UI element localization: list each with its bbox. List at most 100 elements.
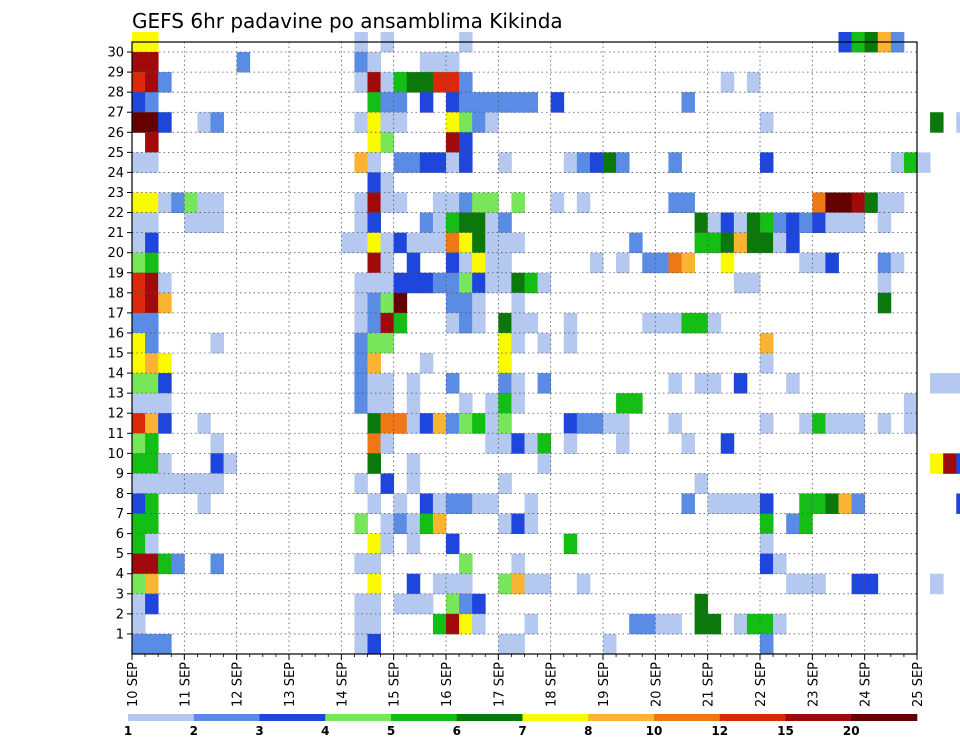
ensemble-cell — [524, 513, 538, 535]
ensemble-cell — [132, 112, 146, 133]
ensemble-cell — [851, 192, 866, 213]
ensemble-cell — [171, 553, 185, 575]
ensemble-cell — [903, 152, 918, 173]
ensemble-cell — [681, 92, 695, 113]
ensemble-cell — [616, 152, 630, 173]
ensemble-cell — [419, 212, 434, 234]
colorbar-label: 1 — [124, 724, 132, 738]
chart-title: GEFS 6hr padavine po ansamblima Kikinda — [132, 9, 563, 33]
ensemble-cell — [393, 593, 408, 615]
ensemble-cell — [132, 353, 146, 374]
ensemble-cell — [380, 373, 395, 394]
ensemble-cell — [655, 252, 669, 274]
ensemble-cell — [511, 232, 525, 254]
ensemble-cell — [681, 312, 695, 334]
ensemble-cell — [589, 252, 604, 274]
ensemble-cell — [158, 192, 172, 213]
ensemble-cell — [367, 52, 381, 73]
ensemble-cell — [485, 232, 499, 254]
ensemble-cell — [132, 393, 146, 414]
ensemble-cell — [145, 252, 159, 274]
ensemble-cell — [616, 393, 630, 414]
ensemble-cell — [838, 493, 852, 514]
ensemble-cell — [210, 473, 224, 494]
ensemble-cell — [145, 393, 159, 414]
ensemble-cell — [825, 212, 839, 234]
ensemble-cell — [838, 413, 852, 434]
ensemble-cell — [432, 272, 447, 294]
ensemble-cell — [459, 252, 473, 274]
y-tick-label: 17 — [107, 306, 124, 321]
x-tick-label: 21 SEP — [702, 662, 717, 707]
ensemble-cell — [746, 232, 761, 254]
ensemble-cell — [380, 232, 395, 254]
ensemble-cell — [158, 413, 172, 434]
ensemble-cell — [485, 252, 499, 274]
ensemble-cell — [393, 152, 408, 173]
ensemble-cell — [485, 413, 499, 434]
ensemble-cell — [341, 232, 355, 254]
ensemble-cell — [380, 172, 395, 193]
ensemble-cell — [393, 232, 408, 254]
ensemble-cell — [145, 533, 159, 555]
x-tick-label: 14 SEP — [335, 662, 350, 707]
ensemble-cell — [380, 312, 395, 334]
ensemble-cell — [655, 613, 669, 635]
ensemble-cell — [132, 92, 146, 113]
ensemble-cell — [838, 212, 852, 234]
ensemble-cell — [367, 573, 381, 595]
ensemble-cell — [576, 152, 591, 173]
ensemble-cell — [786, 232, 800, 254]
ensemble-cell — [367, 493, 381, 514]
ensemble-cell — [380, 72, 395, 93]
ensemble-cell — [132, 533, 146, 555]
ensemble-cell — [511, 553, 525, 575]
ensemble-cell — [733, 493, 748, 514]
colorbar-swatch — [259, 714, 326, 721]
ensemble-cell — [145, 152, 159, 173]
ensemble-cell — [158, 393, 172, 414]
ensemble-cell — [446, 272, 460, 294]
ensemble-cell — [145, 132, 159, 153]
y-tick-label: 3 — [116, 587, 124, 602]
y-tick-label: 12 — [107, 407, 124, 422]
ensemble-cell — [720, 212, 735, 234]
ensemble-cell — [446, 292, 460, 314]
colorbar-label: 8 — [584, 724, 592, 738]
ensemble-cell — [472, 252, 486, 274]
ensemble-cell — [877, 252, 892, 274]
ensemble-cell — [446, 212, 460, 234]
ensemble-cell — [354, 593, 368, 615]
colorbar-label: 4 — [321, 724, 329, 738]
ensemble-cell — [380, 272, 395, 294]
ensemble-cell — [184, 473, 198, 494]
ensemble-cell — [459, 92, 473, 113]
ensemble-cell — [681, 493, 695, 514]
ensemble-cell — [877, 413, 892, 434]
ensemble-cell — [367, 332, 381, 354]
ensemble-cell — [694, 212, 709, 234]
ensemble-cell — [668, 613, 682, 635]
y-tick-label: 11 — [107, 427, 124, 442]
ensemble-cell — [432, 573, 447, 595]
ensemble-cell — [132, 553, 146, 575]
ensemble-cell — [145, 232, 159, 254]
ensemble-cell — [145, 112, 159, 133]
ensemble-cell — [354, 312, 368, 334]
ensemble-cell — [367, 272, 381, 294]
ensemble-cell — [498, 573, 512, 595]
ensemble-cell — [537, 453, 552, 474]
ensemble-cell — [694, 232, 709, 254]
ensemble-cell — [629, 393, 643, 414]
ensemble-cell — [158, 373, 172, 394]
ensemble-cell — [642, 312, 656, 334]
ensemble-cell — [158, 353, 172, 374]
ensemble-cell — [537, 272, 552, 294]
ensemble-cell — [419, 232, 434, 254]
ensemble-cell — [354, 72, 368, 93]
x-tick-label: 23 SEP — [806, 662, 821, 707]
ensemble-cell — [354, 292, 368, 314]
ensemble-cell — [432, 152, 447, 173]
ensemble-cell — [668, 192, 682, 213]
